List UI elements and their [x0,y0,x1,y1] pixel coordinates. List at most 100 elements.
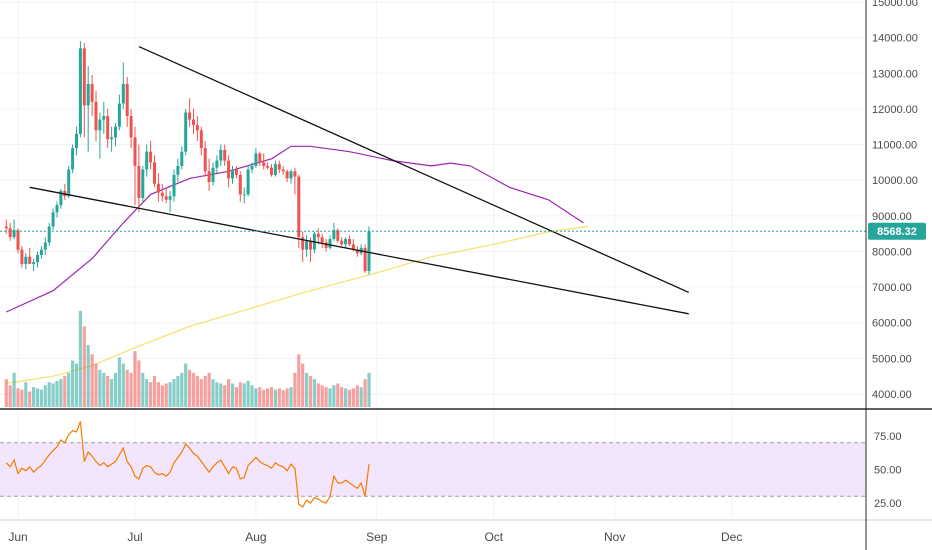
volume-bar [74,363,79,407]
volume-bar [262,389,266,407]
volume-bar [172,379,176,407]
volume-bar [363,379,367,407]
volume-bar [102,372,106,407]
candle-body [94,101,98,131]
volume-bar [351,388,355,407]
candle-body [336,230,340,241]
candle-body [351,244,355,250]
volume-bar [133,351,137,407]
volume-bar [125,369,129,407]
candle-body [285,171,289,179]
volume-bar [367,372,371,407]
candle-body [207,171,211,182]
volume-bar [289,387,293,407]
time-axis[interactable]: Jun Jul Aug Sep Oct Nov Dec [8,530,742,544]
volume-bar [129,372,133,407]
candle-body [254,153,258,166]
candle-body [145,151,149,170]
candle-body [82,48,86,106]
candle-body [39,249,43,256]
volume-bar [121,363,125,407]
candle-body [270,167,273,175]
candle-body [172,174,176,197]
volume-bar [199,379,203,407]
volume-bar [207,372,211,407]
candle-body [332,230,336,239]
candle-body [149,151,153,163]
candle-body [231,169,234,179]
candle-body [47,226,51,243]
volume-bar [355,385,359,407]
candle-body [59,190,63,206]
price-tick-label: 13000.00 [872,68,918,80]
candle-body [250,165,254,170]
price-tick-label: 9000.00 [872,211,912,223]
volume-bar [332,385,336,407]
candle-body [238,174,242,195]
candle-body [12,230,16,238]
candle-body [141,169,145,198]
volume-bar [347,389,352,407]
volume-bar [145,379,149,407]
candle-body [273,164,277,175]
candle-body [164,196,168,200]
volume-bar [281,390,285,407]
volume-bar [117,357,121,407]
candle-body [355,249,359,254]
volume-bar [242,383,246,407]
volume-bar [230,383,235,407]
candle-body [363,247,367,272]
volume-bar [160,385,164,407]
volume-bar [113,372,118,407]
volume-bar [223,385,227,407]
candle-body [129,116,133,138]
lower-trendline[interactable] [29,186,689,315]
candle-body [281,169,285,172]
volume-bar [301,363,305,407]
volume-bar [4,379,8,407]
candle-body [90,83,94,102]
candle-body [309,240,312,250]
volume-bar [16,388,20,407]
candle-body [51,212,55,227]
volume-bar [24,382,28,407]
candle-body [293,171,297,177]
price-tick-label: 10000.00 [872,175,918,187]
candle-body [320,237,324,243]
volume-bar [12,372,16,407]
volume-bar [86,345,90,407]
volume-bar [269,387,274,407]
volume-bar [71,360,75,407]
volume-panel [4,310,371,407]
candle-body [114,126,117,138]
volume-bar [180,372,184,407]
candle-body [121,83,125,104]
volume-bar [234,387,238,407]
candle-body [16,230,20,250]
time-tick-label: Jun [8,530,27,544]
candle-body [125,83,129,117]
candle-body [168,196,172,200]
candle-body [78,48,82,134]
volume-bar [141,372,145,407]
rsi-band [0,442,866,497]
volume-bar [90,354,94,407]
candle-body [188,112,192,120]
volume-bar [43,385,47,407]
volume-bar [39,389,43,407]
volume-bar [336,383,340,407]
volume-bar [188,369,192,407]
time-tick-label: Aug [245,530,266,544]
candle-body [43,242,47,250]
volume-bar [176,376,180,407]
price-tick-label: 6000.00 [872,318,912,330]
upper-trendline[interactable] [138,45,690,294]
volume-bar [297,354,301,407]
candle-body [223,149,227,161]
price-tick-label: 8000.00 [872,246,912,258]
last-price-badge: 8568.32 [868,222,926,240]
price-tick-label: 7000.00 [872,282,912,294]
candle-body [227,160,231,179]
volume-bar [82,326,86,407]
